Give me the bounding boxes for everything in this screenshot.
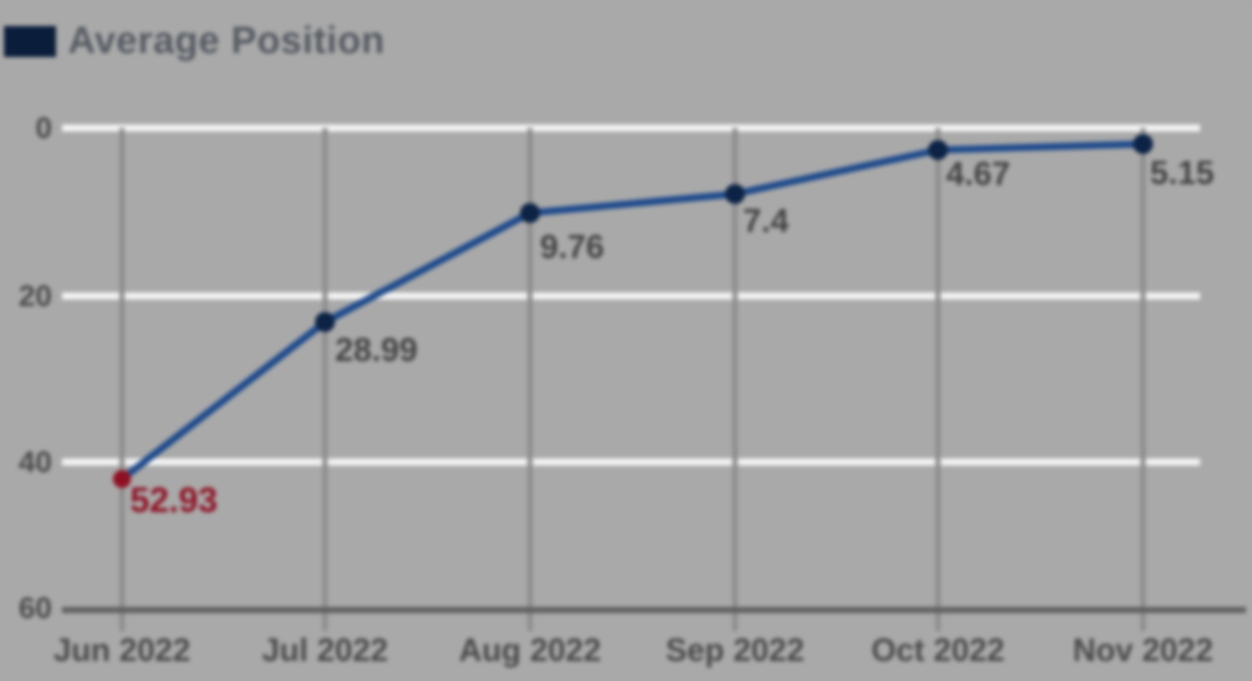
legend[interactable]: Average Position [4, 20, 385, 63]
data-point [1133, 134, 1153, 154]
x-tick-label: Jul 2022 [262, 632, 388, 668]
data-point-label: 5.15 [1150, 154, 1214, 191]
x-tick-label: Jun 2022 [54, 632, 191, 668]
highlight-value-label: 52.93 [130, 481, 218, 520]
x-tick-label: Oct 2022 [871, 632, 1004, 668]
data-point-label: 4.67 [946, 155, 1010, 192]
data-point [725, 184, 745, 204]
data-point [315, 312, 335, 332]
y-tick-label: 40 [19, 446, 52, 479]
legend-label: Average Position [68, 20, 386, 62]
trend-line [119, 140, 1144, 482]
y-tick-label: 0 [35, 112, 52, 145]
data-point-label: 9.76 [540, 228, 604, 265]
x-tick-label: Nov 2022 [1073, 632, 1214, 668]
data-point-label: 28.99 [335, 331, 418, 368]
data-point [928, 140, 948, 160]
data-point-label: 7.4 [743, 202, 790, 239]
x-tick-label: Aug 2022 [459, 632, 601, 668]
y-tick-label: 20 [19, 280, 52, 313]
data-point [520, 203, 540, 223]
highlighted-data-point [113, 470, 131, 488]
legend-swatch-icon [4, 26, 56, 57]
y-tick-label: 60 [19, 592, 52, 625]
x-tick-label: Sep 2022 [666, 632, 805, 668]
